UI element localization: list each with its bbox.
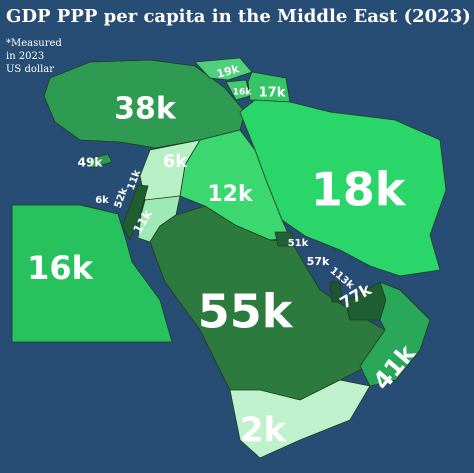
region-label: 2k [240,411,288,451]
kuwait [274,231,295,247]
title: GDP PPP per capita in the Middle East (2… [6,6,471,27]
region-label: 16k [233,88,253,98]
region-label: 17k [259,86,286,101]
georgia [194,57,253,81]
egypt [11,204,173,343]
region-label: 16k [27,249,94,287]
levant [121,184,149,241]
countries [11,57,447,459]
qatar [329,281,343,303]
region-label: 55k [198,285,294,339]
cyprus [84,153,113,169]
region-label: 19k [215,62,241,81]
region-label: 18k [311,163,407,217]
region-label: 6k [95,195,109,206]
note: *Measured [6,38,62,49]
region-label: 6k [163,151,189,172]
region-label: 12k [207,182,254,207]
note: US dollar [6,64,54,75]
region-label: 49k [78,156,104,170]
region-label: 38k [114,92,177,127]
region-label: 51k [288,238,309,249]
yemen [229,379,371,459]
region-label: 57k [307,255,330,268]
note: in 2023 [6,51,44,62]
